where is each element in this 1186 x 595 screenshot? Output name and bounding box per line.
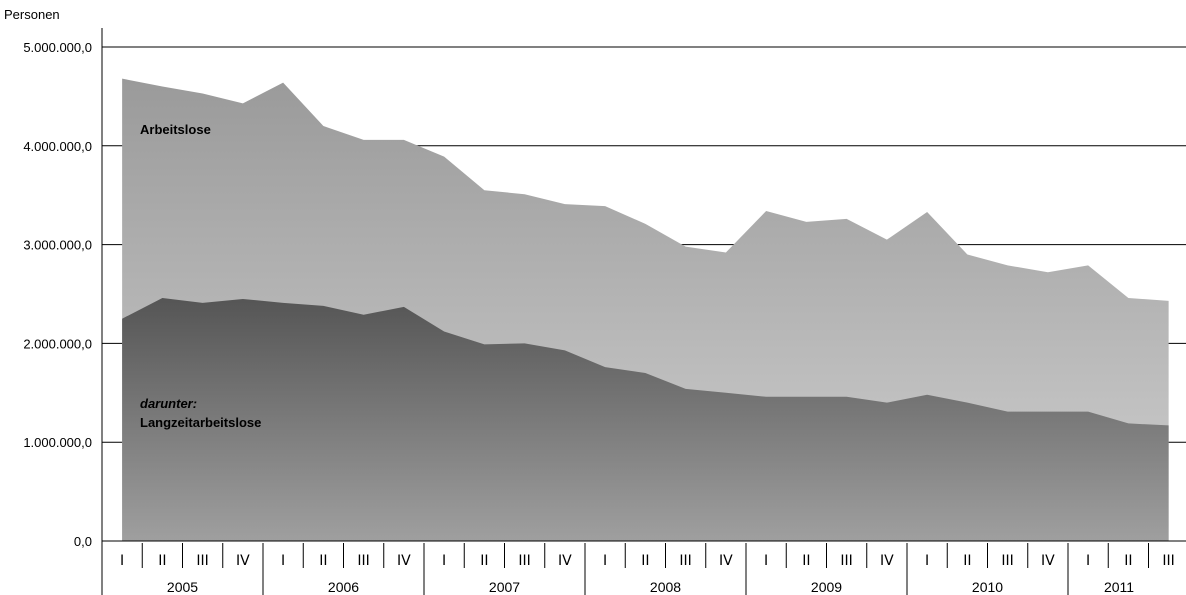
quarter-label-19: IV — [880, 553, 894, 569]
quarter-label-24: I — [1086, 553, 1090, 569]
quarter-label-23: IV — [1041, 553, 1055, 569]
quarter-label-6: III — [357, 553, 369, 569]
quarter-label-22: III — [1001, 553, 1013, 569]
y-axis-ticks: 0,0 1.000.000,0 2.000.000,0 3.000.000,0 4.00… — [23, 28, 103, 595]
y-tick-label-5: 5.000.000,0 — [23, 40, 92, 55]
year-label-2006: 2006 — [328, 579, 359, 595]
series-label-langzeitarbeitslose: Langzeitarbeitslose — [140, 415, 261, 430]
quarter-label-26: III — [1162, 553, 1174, 569]
y-tick-label-4: 4.000.000,0 — [23, 139, 92, 154]
year-label-2005: 2005 — [167, 579, 198, 595]
year-label-2011: 2011 — [1104, 579, 1134, 595]
quarter-label-4: I — [281, 553, 285, 569]
quarter-label-18: III — [840, 553, 852, 569]
quarter-label-16: I — [764, 553, 768, 569]
year-label-2008: 2008 — [650, 579, 681, 595]
y-axis-unit-label: Personen — [4, 7, 60, 22]
year-label-2010: 2010 — [972, 579, 1003, 595]
y-tick-label-1: 1.000.000,0 — [23, 435, 92, 450]
quarter-label-3: IV — [236, 553, 250, 569]
quarter-label-15: IV — [719, 553, 733, 569]
quarter-label-7: IV — [397, 553, 411, 569]
y-tick-label-2: 2.000.000,0 — [23, 336, 92, 351]
area-series — [122, 78, 1169, 542]
quarter-label-5: II — [319, 553, 327, 569]
quarter-label-10: III — [518, 553, 530, 569]
series-label-darunter: darunter: — [140, 396, 197, 411]
quarter-label-21: II — [963, 553, 971, 569]
quarter-label-12: I — [603, 553, 607, 569]
quarter-label-1: II — [158, 553, 166, 569]
year-label-2009: 2009 — [811, 579, 842, 595]
quarter-label-17: II — [802, 553, 810, 569]
quarter-label-13: II — [641, 553, 649, 569]
series-label-arbeitslose: Arbeitslose — [140, 122, 211, 137]
quarter-label-2: III — [196, 553, 208, 569]
quarter-label-20: I — [925, 553, 929, 569]
y-tick-label-3: 3.000.000,0 — [23, 238, 92, 253]
quarter-label-11: IV — [558, 553, 572, 569]
quarter-label-0: I — [120, 553, 124, 569]
y-tick-label-0: 0,0 — [74, 534, 92, 549]
quarter-label-14: III — [679, 553, 691, 569]
year-label-2007: 2007 — [489, 579, 520, 595]
area-langzeitarbeitslose — [122, 297, 1169, 541]
quarter-label-8: I — [442, 553, 446, 569]
x-axis: I II III IV I II III IV I II III IV I II III IV I II III IV… — [102, 540, 1186, 595]
quarter-label-25: II — [1124, 553, 1132, 569]
quarter-label-9: II — [480, 553, 488, 569]
